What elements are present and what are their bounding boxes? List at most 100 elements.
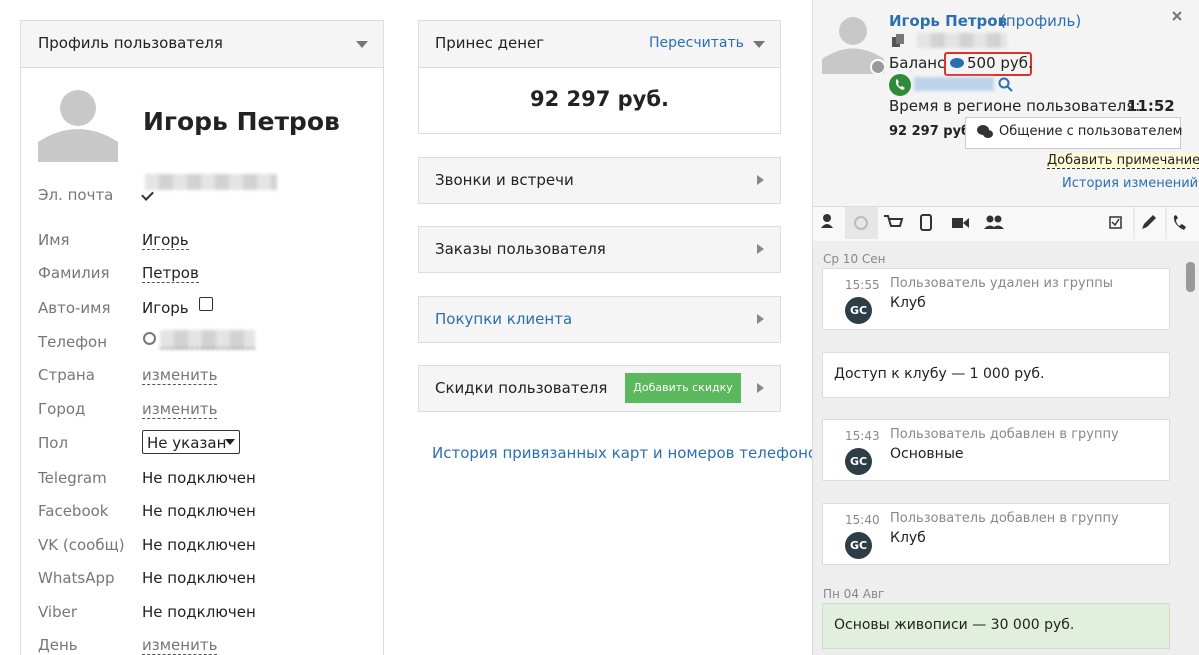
- field-value: Не подключен: [142, 603, 256, 621]
- feed-card: [822, 268, 1170, 330]
- field-label: Телефон: [38, 333, 108, 351]
- search-icon: [143, 332, 156, 345]
- feed-text: Основные: [890, 446, 964, 462]
- field-label: Город: [38, 400, 86, 418]
- field-label: Имя: [38, 231, 70, 249]
- field-label: Viber: [38, 603, 78, 621]
- scrollbar[interactable]: [1186, 262, 1195, 292]
- field-value: Не подключен: [142, 469, 256, 487]
- balance-label: Баланс: [889, 54, 946, 72]
- field-value[interactable]: Игорь: [142, 231, 189, 250]
- field-value: Не подключен: [142, 536, 256, 554]
- feed-time: 15:40: [845, 513, 880, 527]
- region-label: Время в регионе пользователя:: [889, 97, 1141, 115]
- balance-value[interactable]: 500 руб.: [967, 54, 1033, 72]
- arrow: [757, 175, 764, 185]
- region-time: 11:52: [1127, 97, 1175, 115]
- total: 92 297 руб.: [889, 124, 976, 139]
- field-value[interactable]: Петров: [142, 264, 199, 283]
- search-icon[interactable]: [998, 77, 1014, 93]
- piggy-icon: [950, 58, 964, 68]
- income-header: [418, 20, 781, 68]
- phone-icon[interactable]: [889, 74, 913, 96]
- history-link[interactable]: История привязанных карт и номеров телеф…: [432, 444, 826, 462]
- field-label: Эл. почта: [38, 186, 114, 204]
- feed-text: Клуб: [890, 295, 926, 311]
- feed-text: Основы живописи — 30 000 руб.: [834, 617, 1075, 633]
- feed-title: Пользователь удален из группы: [890, 276, 1113, 291]
- income-title: Принес денег: [435, 34, 545, 52]
- feed-card: [822, 603, 1170, 649]
- feed-card: [822, 419, 1170, 481]
- avatar: [38, 90, 118, 162]
- field-value[interactable]: изменить: [142, 400, 218, 419]
- section[interactable]: [418, 226, 781, 273]
- feed-title: Пользователь добавлен в группу: [890, 511, 1119, 526]
- feed-time: 15:43: [845, 429, 880, 443]
- feed-card: [822, 503, 1170, 565]
- profile-title: Профиль пользователя: [38, 34, 223, 52]
- section[interactable]: [418, 296, 781, 343]
- field-label: Страна: [38, 366, 95, 384]
- discount-button[interactable]: Добавить скидку: [625, 373, 741, 403]
- field-value[interactable]: Не указан: [147, 434, 227, 452]
- income-amount: 92 297 руб.: [529, 87, 670, 111]
- sidebar-avatar: [822, 17, 884, 74]
- chat-button[interactable]: [965, 117, 1181, 149]
- field-label: Telegram: [38, 469, 107, 487]
- feed-avatar: GC: [845, 532, 872, 559]
- change-history[interactable]: История изменений: [1062, 176, 1199, 191]
- field-value: Игорь: [142, 299, 189, 317]
- close-icon[interactable]: [1171, 10, 1183, 22]
- blurred-phone: [160, 330, 255, 349]
- field-value[interactable]: изменить: [142, 366, 218, 385]
- blurred-phone: [914, 77, 994, 91]
- field-value: Не подключен: [142, 502, 256, 520]
- field-value[interactable]: изменить: [142, 636, 218, 655]
- field-value: Не подключен: [142, 569, 256, 587]
- section[interactable]: [418, 157, 781, 204]
- section-title[interactable]: Скидки пользователя: [435, 379, 608, 397]
- blurred-email: [145, 174, 277, 190]
- caret: [753, 41, 765, 48]
- chat-icon: [977, 125, 993, 138]
- recalc-link[interactable]: Пересчитать: [649, 35, 744, 51]
- feed-card: [822, 352, 1170, 398]
- arrow: [757, 314, 764, 324]
- feed-text: Клуб: [890, 530, 926, 546]
- feed-title: Пользователь добавлен в группу: [890, 427, 1119, 442]
- field-label: Авто-имя: [38, 299, 111, 317]
- feed-text: Доступ к клубу — 1 000 руб.: [834, 366, 1045, 382]
- feed-date: Пн 04 Авг: [823, 587, 885, 601]
- copy-icon[interactable]: [891, 34, 905, 48]
- chat-button-label[interactable]: Общение с пользователем: [999, 124, 1183, 139]
- section-title[interactable]: Звонки и встречи: [435, 171, 574, 189]
- user-name: Игорь Петров: [143, 107, 340, 136]
- field-label: WhatsApp: [38, 569, 115, 587]
- arrow: [757, 383, 764, 393]
- profile-header[interactable]: [20, 20, 384, 68]
- field-label: VK (сообщ): [38, 536, 125, 554]
- field-label: Пол: [38, 434, 69, 452]
- field-label: Facebook: [38, 502, 109, 520]
- tab-icons[interactable]: [812, 207, 1199, 239]
- feed-avatar: GC: [845, 448, 872, 475]
- feed-avatar: GC: [845, 297, 872, 324]
- feed-date: Ср 10 Сен: [823, 252, 886, 266]
- field-label: День: [38, 636, 78, 654]
- arrow: [757, 244, 764, 254]
- add-note[interactable]: Добавить примечание: [1047, 153, 1199, 169]
- section-title[interactable]: Заказы пользователя: [435, 240, 606, 258]
- select-caret: [225, 439, 235, 445]
- section-title[interactable]: Покупки клиента: [435, 310, 573, 328]
- feed-time: 15:55: [845, 278, 880, 292]
- caret: [356, 41, 368, 48]
- balance-highlight: [944, 52, 1032, 76]
- sidebar-name[interactable]: Игорь Петров: [889, 12, 1008, 30]
- gender-select[interactable]: [142, 430, 240, 454]
- profile-link[interactable]: (профиль): [1000, 12, 1082, 30]
- checkbox[interactable]: [199, 297, 213, 311]
- blurred-email: [917, 33, 1007, 48]
- field-label: Фамилия: [38, 264, 110, 282]
